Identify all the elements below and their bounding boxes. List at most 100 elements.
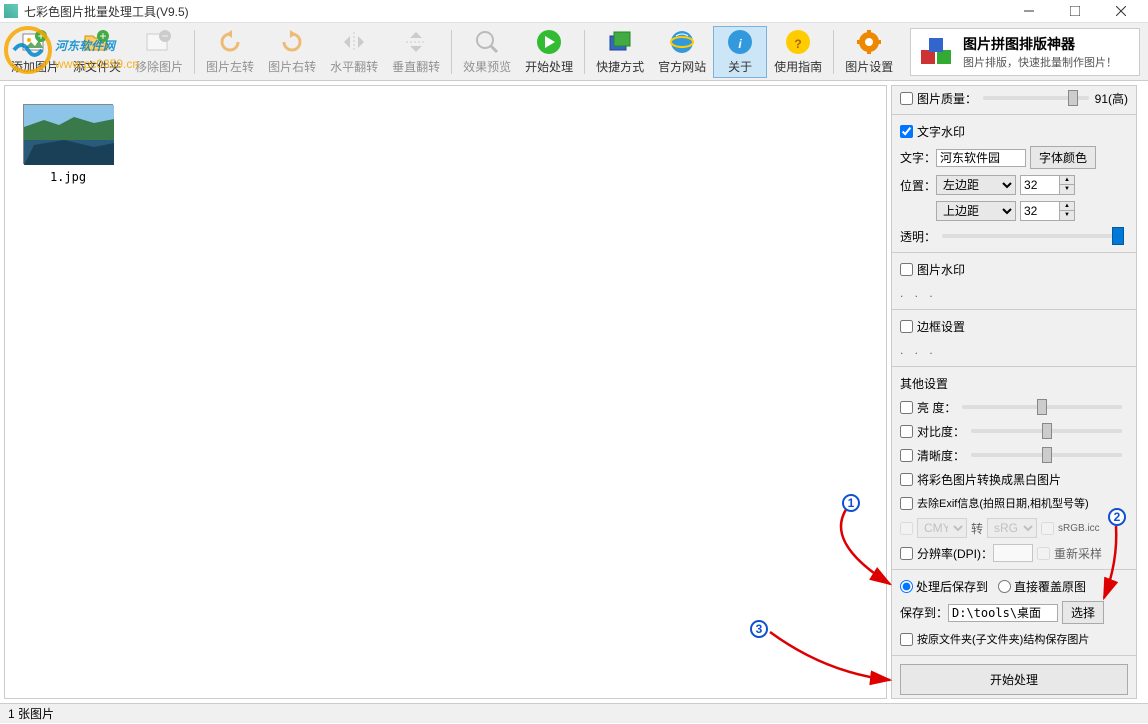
transparency-label: 透明： [900, 228, 936, 245]
expand-dots[interactable]: . . . [900, 343, 937, 357]
text-watermark-checkbox[interactable] [900, 125, 913, 138]
rotate-right-button[interactable]: 图片右转 [261, 26, 323, 78]
brightness-slider[interactable] [962, 405, 1122, 409]
transparency-slider[interactable] [942, 234, 1122, 238]
border-checkbox[interactable] [900, 320, 913, 333]
window-title: 七彩色图片批量处理工具(V9.5) [24, 3, 1006, 20]
settings-panel: 图片质量： 91(高) 文字水印 文字： 字体颜色 位置： 左边距 ▲▼ 上边距 [891, 85, 1137, 699]
overwrite-label: 直接覆盖原图 [1014, 578, 1086, 595]
browse-button[interactable]: 选择 [1062, 601, 1104, 624]
remove-image-button[interactable]: − 移除图片 [128, 26, 190, 78]
srgb-icc-label: sRGB.icc [1058, 523, 1100, 534]
guide-button[interactable]: ? 使用指南 [767, 26, 829, 78]
quality-label: 图片质量： [917, 90, 977, 107]
help-icon: ? [784, 28, 812, 56]
minimize-button[interactable] [1006, 0, 1052, 22]
maximize-button[interactable] [1052, 0, 1098, 22]
watermark-text-input[interactable] [936, 149, 1026, 167]
text-watermark-label: 文字水印 [917, 123, 965, 140]
image-watermark-label: 图片水印 [917, 261, 965, 278]
left-margin-input[interactable] [1020, 175, 1060, 195]
globe-icon [668, 28, 696, 56]
top-margin-select[interactable]: 上边距 [936, 201, 1016, 221]
gear-icon [855, 28, 883, 56]
left-margin-spinner[interactable]: ▲▼ [1060, 175, 1075, 195]
save-to-label: 保存到： [900, 604, 948, 621]
toolbar-separator [194, 30, 195, 74]
info-icon: i [726, 28, 754, 56]
rotate-left-button[interactable]: 图片左转 [199, 26, 261, 78]
add-folder-button[interactable]: + 添文件夹 [66, 26, 128, 78]
sharpness-checkbox[interactable] [900, 449, 913, 462]
bw-checkbox[interactable] [900, 473, 913, 486]
top-margin-input[interactable] [1020, 201, 1060, 221]
thumbnail-area[interactable]: 1.jpg [4, 85, 887, 699]
start-process-main-button[interactable]: 开始处理 [900, 664, 1128, 695]
website-button[interactable]: 官方网站 [651, 26, 713, 78]
dpi-label: 分辨率(DPI)： [917, 545, 993, 562]
add-image-icon: + [21, 28, 49, 56]
contrast-checkbox[interactable] [900, 425, 913, 438]
brightness-label: 亮 度： [917, 399, 956, 416]
other-settings-label: 其他设置 [900, 375, 948, 392]
svg-text:+: + [100, 29, 107, 43]
save-after-radio[interactable] [900, 580, 913, 593]
flip-v-button[interactable]: 垂直翻转 [385, 26, 447, 78]
banner[interactable]: 图片拼图排版神器 图片排版，快速批量制作图片！ [910, 28, 1140, 76]
shortcut-icon [606, 28, 634, 56]
dpi-checkbox[interactable] [900, 547, 913, 560]
svg-text:?: ? [795, 37, 802, 51]
text-label: 文字： [900, 149, 936, 166]
remove-image-icon: − [145, 28, 173, 56]
contrast-slider[interactable] [971, 429, 1122, 433]
font-color-button[interactable]: 字体颜色 [1030, 146, 1096, 169]
play-icon [535, 28, 563, 56]
banner-icon [917, 32, 957, 72]
preview-icon [473, 28, 501, 56]
preview-button[interactable]: 效果预览 [456, 26, 518, 78]
brightness-checkbox[interactable] [900, 401, 913, 414]
flip-h-button[interactable]: 水平翻转 [323, 26, 385, 78]
sharpness-label: 清晰度： [917, 447, 965, 464]
image-settings-button[interactable]: 图片设置 [838, 26, 900, 78]
rotate-left-icon [216, 28, 244, 56]
preserve-structure-label: 按原文件夹(子文件夹)结构保存图片 [917, 631, 1089, 647]
status-text: 1 张图片 [8, 705, 54, 722]
about-button[interactable]: i 关于 [713, 26, 767, 78]
start-process-button[interactable]: 开始处理 [518, 26, 580, 78]
rotate-right-icon [278, 28, 306, 56]
add-folder-icon: + [83, 28, 111, 56]
toolbar: + 添加图片 + 添文件夹 − 移除图片 图片左转 图片右转 水平翻转 垂直翻转… [0, 23, 1148, 81]
srgb-icc-checkbox [1041, 522, 1054, 535]
cmyk-select: CMYK [917, 518, 967, 538]
toolbar-separator [833, 30, 834, 74]
resample-label: 重新采样 [1054, 545, 1102, 562]
sharpness-slider[interactable] [971, 453, 1122, 457]
overwrite-radio[interactable] [998, 580, 1011, 593]
quality-checkbox[interactable] [900, 92, 913, 105]
srgb-select: sRGB [987, 518, 1037, 538]
titlebar: 七彩色图片批量处理工具(V9.5) [0, 0, 1148, 23]
thumbnail-item[interactable]: 1.jpg [23, 104, 113, 184]
quality-slider[interactable] [983, 96, 1089, 100]
save-path-input[interactable] [948, 604, 1058, 622]
add-image-button[interactable]: + 添加图片 [4, 26, 66, 78]
save-after-label: 处理后保存到 [916, 578, 988, 595]
bw-label: 将彩色图片转换成黑白图片 [917, 471, 1061, 488]
cmyk-checkbox [900, 522, 913, 535]
svg-text:+: + [37, 29, 44, 43]
shortcut-button[interactable]: 快捷方式 [589, 26, 651, 78]
expand-dots[interactable]: . . . [900, 286, 937, 300]
top-margin-spinner[interactable]: ▲▼ [1060, 201, 1075, 221]
dpi-input [993, 544, 1033, 562]
banner-title: 图片拼图排版神器 [963, 34, 1117, 54]
exif-checkbox[interactable] [900, 497, 913, 510]
convert-label: 转 [971, 520, 983, 537]
image-watermark-checkbox[interactable] [900, 263, 913, 276]
statusbar: 1 张图片 [0, 703, 1148, 723]
close-button[interactable] [1098, 0, 1144, 22]
left-margin-select[interactable]: 左边距 [936, 175, 1016, 195]
preserve-structure-checkbox[interactable] [900, 633, 913, 646]
contrast-label: 对比度： [917, 423, 965, 440]
toolbar-separator [584, 30, 585, 74]
